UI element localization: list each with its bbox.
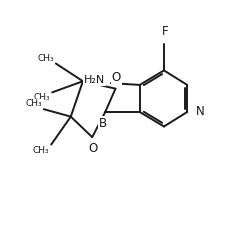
Text: CH₃: CH₃ [25, 99, 42, 108]
Text: F: F [162, 25, 168, 38]
Text: CH₃: CH₃ [37, 53, 54, 63]
Text: O: O [88, 142, 98, 155]
Text: H₂N: H₂N [84, 75, 105, 85]
Text: N: N [196, 106, 204, 119]
Text: O: O [112, 71, 121, 84]
Text: B: B [98, 117, 107, 130]
Text: CH₃: CH₃ [33, 145, 49, 154]
Text: CH₃: CH₃ [34, 93, 50, 102]
